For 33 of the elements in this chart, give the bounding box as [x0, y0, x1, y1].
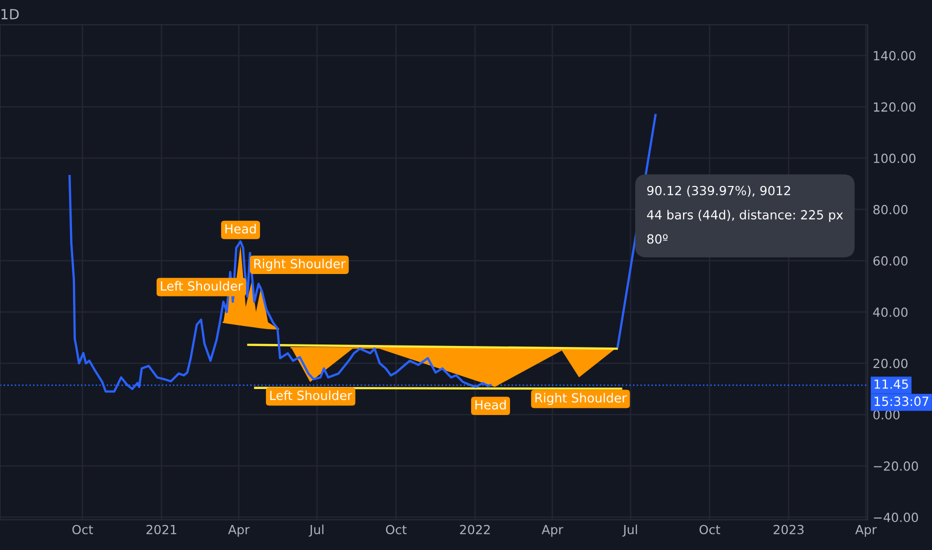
annotation: 80º [647, 234, 668, 244]
y-tick-label: −20.00 [874, 461, 918, 471]
x-tick-label: 2021 [146, 524, 176, 534]
y-tick-label: 40.00 [873, 307, 908, 317]
y-tick-label: 20.00 [873, 358, 908, 368]
y-tick-label: 80.00 [873, 204, 908, 214]
x-tick-label: Apr [542, 524, 564, 537]
x-tick-label: Apr [855, 524, 877, 537]
annotation: Head [225, 224, 256, 234]
annotation: Left Shoulder [160, 281, 243, 291]
annotation: Left Shoulder [270, 390, 352, 400]
y-tick-label: −40.00 [874, 512, 918, 522]
y-tick-label: 60.00 [873, 256, 908, 266]
x-tick-label: Jul [308, 524, 324, 537]
annotation: Right Shoulder [535, 392, 627, 406]
y-tick-label: 140.00 [874, 51, 916, 60]
annotation: 90.12 (339.97%), 9012 [647, 186, 790, 197]
x-tick-label: Apr [228, 524, 250, 537]
x-tick-label: Oct [700, 524, 720, 534]
y-tick-label: 120.00 [874, 102, 916, 112]
annotation: 44 bars (44d), distance: 225 px [647, 210, 843, 222]
annotation: Head [475, 400, 506, 410]
x-tick-label: 2023 [774, 524, 804, 534]
ref-line-label: 11.45 [874, 380, 908, 389]
x-tick-label: Oct [72, 524, 93, 534]
y-tick-label: 100.00 [874, 154, 916, 164]
text: 15:33:07 [874, 396, 928, 406]
x-tick-label: Jul [622, 524, 637, 537]
chart-title: 1D [2, 9, 19, 20]
annotation: Right Shoulder [254, 258, 346, 271]
x-tick-label: 2022 [460, 524, 490, 534]
y-tick-label: 0.00 [873, 410, 900, 420]
x-tick-label: Oct [386, 524, 407, 534]
